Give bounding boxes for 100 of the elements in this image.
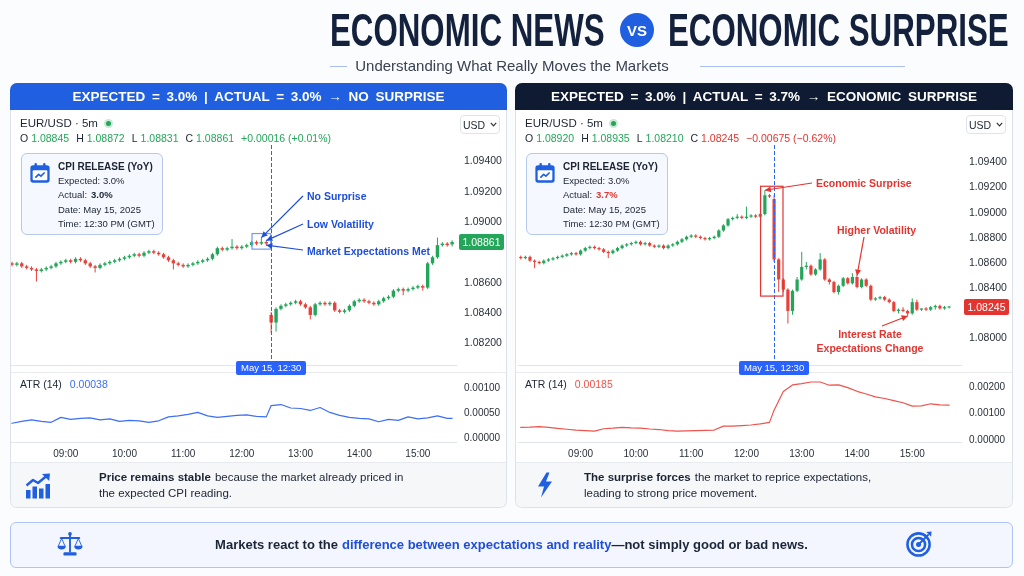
- text: L: [131, 132, 138, 144]
- x-tick-label: 13:00: [789, 447, 815, 459]
- text: 1.08245: [964, 298, 1009, 315]
- text: ATR (14): [525, 378, 567, 390]
- y-tick-label: 1.09400: [969, 155, 1008, 168]
- candlestick: [597, 246, 601, 252]
- annotation: Actual:: [58, 189, 88, 201]
- candlestick: [800, 251, 804, 282]
- currency-dropdown: USD: [460, 115, 500, 134]
- text: the expected CPI reading.: [99, 487, 232, 499]
- text: leading to strong price movement.: [584, 487, 758, 499]
- text: because the market already priced in: [214, 471, 404, 483]
- line-series: [11, 403, 453, 424]
- x-tick-label: 09:00: [568, 447, 594, 459]
- candlestick: [703, 236, 707, 242]
- candlestick: [551, 256, 555, 262]
- y-tick-label: 1.08400: [969, 281, 1008, 294]
- candlestick: [279, 303, 283, 311]
- currency-dropdown: USD: [966, 115, 1006, 134]
- y-tick-label: 1.08000: [969, 331, 1008, 344]
- text: 1.08861: [196, 132, 235, 144]
- candlestick: [901, 306, 905, 313]
- y-tick-label: 1.08600: [464, 275, 503, 288]
- annotation: Economic Surprise: [816, 176, 912, 190]
- text: +0.00016 (+0.01%): [241, 132, 331, 144]
- annotation: Date: May 15, 2025: [58, 203, 141, 215]
- y-tick-label: 1.09200: [969, 180, 1008, 193]
- y-tick-label: 0.00000: [464, 431, 501, 443]
- text: Price remains stable: [99, 471, 211, 483]
- x-tick-label: 11:00: [679, 447, 704, 459]
- annotation: CPI RELEASE (YoY): [58, 161, 153, 172]
- text: H: [76, 132, 84, 144]
- y-tick-label: 1.08800: [969, 230, 1008, 243]
- annotation: Low Volatility: [307, 217, 374, 231]
- y-tick-label: 0.00200: [969, 380, 1006, 392]
- x-tick-label: 14:00: [346, 447, 373, 459]
- text: 1.08845: [31, 132, 70, 144]
- text: 1.08872: [86, 132, 125, 144]
- text: 1.08861: [459, 233, 504, 250]
- chart-subtitle: EUR/USD · 5m: [525, 117, 603, 129]
- y-tick-label: 0.00100: [969, 407, 1006, 419]
- text: H: [581, 132, 589, 144]
- text: 1.08831: [140, 132, 179, 144]
- candlestick: [823, 257, 827, 282]
- x-tick-label: 15:00: [899, 447, 926, 459]
- candlestick: [54, 261, 58, 269]
- text: ECONOMIC SURPRISE: [668, 4, 1009, 56]
- annotation: Interest Rate Expectations Change: [815, 327, 925, 355]
- text: The surprise forces: [584, 471, 691, 483]
- text: 1.08245: [701, 132, 740, 144]
- text: difference between expectations and reality: [341, 537, 612, 552]
- candlestick: [763, 189, 767, 216]
- chart-title: EXPECTED = 3.0% | ACTUAL = 3.7% → ECONOMIC SURPRISE: [550, 89, 978, 104]
- x-tick-label: 11:00: [170, 447, 196, 459]
- text: Understanding What Really Moves the Markets: [355, 57, 669, 74]
- text: C: [690, 132, 699, 144]
- x-tick-label: 15:00: [405, 447, 431, 459]
- candlestick: [274, 306, 278, 333]
- annotation: 0.00038: [69, 378, 108, 390]
- candlestick: [98, 262, 102, 270]
- text: —not simply good or bad news.: [611, 537, 808, 552]
- text: ATR (14): [20, 378, 62, 390]
- y-tick-label: 0.00050: [464, 406, 501, 418]
- chart-subtitle: EUR/USD · 5m: [20, 117, 98, 129]
- annotation: Market Expectations Met: [307, 244, 431, 258]
- text: O: [20, 132, 29, 144]
- text: the market to reprice expectations,: [694, 471, 872, 483]
- line-series: [520, 381, 950, 432]
- candlestick: [878, 295, 882, 301]
- y-tick-label: 1.08400: [464, 305, 503, 318]
- ref-line-label: May 15, 12:30: [236, 361, 307, 375]
- text: 1.08210: [645, 132, 684, 144]
- annotation: Higher Volatility: [837, 223, 917, 237]
- annotation: CPI RELEASE (YoY): [563, 161, 658, 172]
- annotation: No Surprise: [307, 189, 367, 203]
- candlestick: [786, 287, 790, 325]
- text: C: [185, 132, 194, 144]
- annotation: Expected: 3.0%: [58, 175, 125, 187]
- candlestick: [777, 257, 781, 293]
- y-tick-label: 1.09000: [464, 214, 503, 227]
- annotation: Date: May 15, 2025: [563, 203, 646, 215]
- x-tick-label: 12:00: [229, 447, 255, 459]
- x-tick-label: 12:00: [733, 447, 760, 459]
- y-tick-label: 0.00100: [464, 382, 501, 394]
- candlestick: [142, 250, 146, 258]
- annotation: Actual:: [563, 189, 593, 201]
- candlestick: [620, 243, 624, 250]
- candlestick: [749, 213, 753, 219]
- text: 1.08920: [536, 132, 575, 144]
- candlestick: [790, 289, 795, 316]
- candlestick: [924, 306, 928, 312]
- candlestick: [657, 243, 661, 249]
- ref-line-label: May 15, 12:30: [738, 361, 810, 375]
- x-tick-label: 10:00: [623, 447, 649, 459]
- y-tick-label: 1.08200: [464, 336, 503, 349]
- annotation: 3.7%: [596, 189, 618, 201]
- y-tick-label: 1.08600: [969, 255, 1008, 268]
- candlestick: [450, 239, 454, 247]
- annotation: Time: 12:30 PM (GMT): [563, 217, 660, 229]
- text: L: [636, 132, 643, 144]
